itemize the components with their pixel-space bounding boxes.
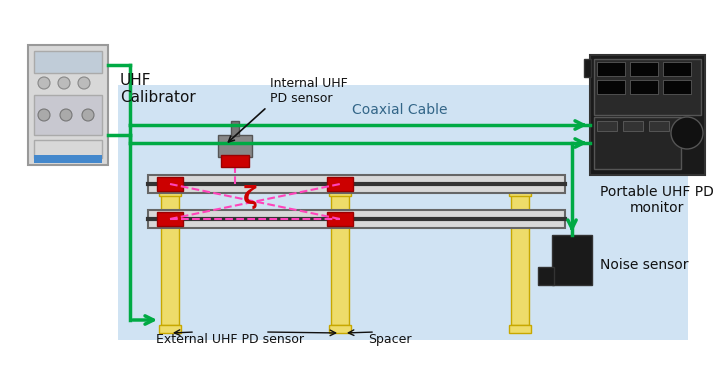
Bar (148, 210, 565, 228)
Bar (630, 80, 658, 94)
Circle shape (78, 77, 90, 89)
Bar (509, 188, 531, 196)
Bar (597, 121, 617, 131)
Bar (552, 235, 592, 285)
Text: Portable UHF PD
monitor: Portable UHF PD monitor (600, 185, 714, 215)
Bar (148, 175, 565, 193)
Bar (663, 62, 691, 76)
Bar (159, 188, 181, 196)
Circle shape (671, 117, 703, 149)
Bar (329, 188, 351, 196)
Circle shape (60, 109, 72, 121)
Bar (157, 212, 183, 226)
Bar (231, 121, 239, 136)
Bar (584, 59, 591, 77)
Bar (118, 85, 688, 340)
Bar (221, 155, 249, 167)
Text: Internal UHF
PD sensor: Internal UHF PD sensor (270, 77, 348, 105)
Bar (34, 140, 102, 158)
Bar (649, 121, 669, 131)
Bar (511, 195, 529, 325)
Text: Coaxial Cable: Coaxial Cable (352, 103, 448, 117)
Bar (594, 117, 681, 169)
Bar (34, 51, 102, 73)
Bar (28, 45, 108, 165)
Text: Spacer: Spacer (368, 333, 412, 346)
Bar (663, 80, 691, 94)
Bar (218, 135, 252, 157)
Circle shape (82, 109, 94, 121)
Bar (34, 155, 102, 163)
Bar (331, 195, 349, 325)
Circle shape (38, 77, 50, 89)
Bar (157, 177, 183, 191)
Text: ζ: ζ (243, 185, 258, 209)
Text: UHF
Calibrator: UHF Calibrator (120, 73, 196, 105)
Circle shape (38, 109, 50, 121)
Bar (538, 267, 554, 285)
Bar (594, 59, 701, 115)
Bar (597, 80, 625, 94)
Bar (159, 325, 181, 333)
Bar (327, 177, 353, 191)
Bar (34, 95, 102, 135)
Bar (509, 325, 531, 333)
Bar (597, 62, 625, 76)
Text: Noise sensor: Noise sensor (600, 258, 688, 272)
Bar (623, 121, 643, 131)
Circle shape (58, 77, 70, 89)
Text: External UHF PD sensor: External UHF PD sensor (156, 333, 304, 346)
Bar (590, 55, 705, 175)
Bar (161, 195, 179, 325)
Bar (329, 325, 351, 333)
Bar (630, 62, 658, 76)
Bar (327, 212, 353, 226)
